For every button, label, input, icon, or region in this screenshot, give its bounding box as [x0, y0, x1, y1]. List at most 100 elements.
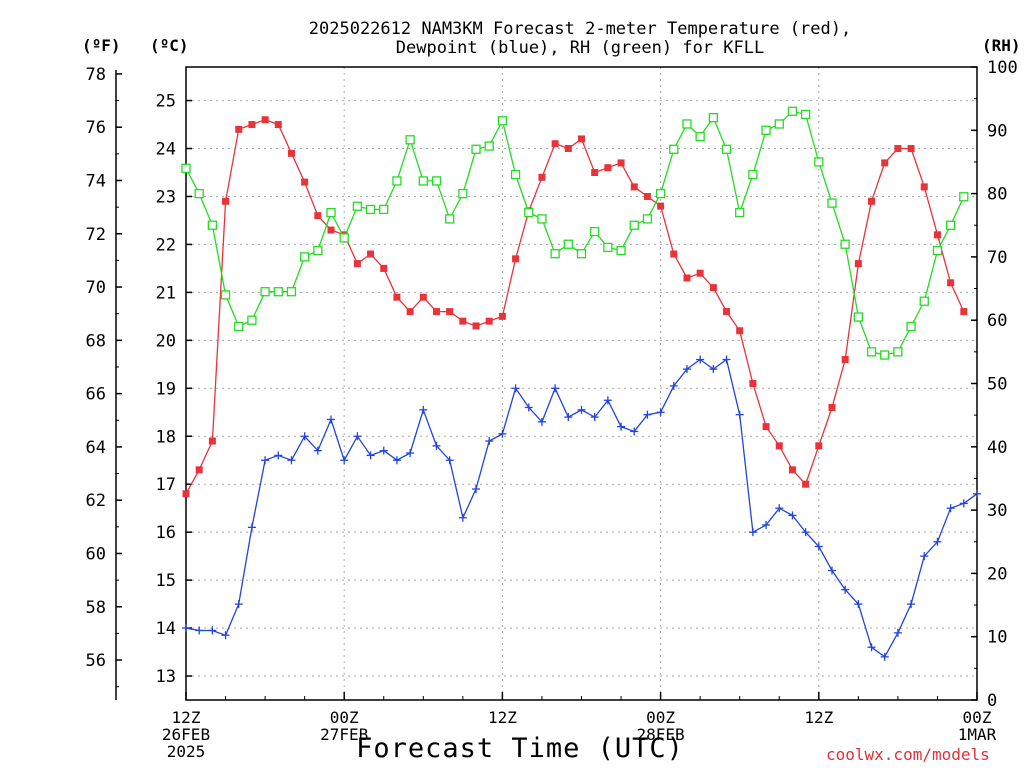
data-point-marker — [669, 381, 678, 390]
data-point-marker — [485, 317, 493, 325]
data-point-marker — [327, 226, 335, 234]
data-point-marker — [722, 355, 731, 364]
x-tick-label: 1MAR — [958, 725, 997, 744]
data-point-marker — [920, 183, 928, 191]
data-point-marker — [643, 410, 652, 419]
chart-title-line-1: 2025022612 NAM3KM Forecast 2-meter Tempe… — [308, 19, 852, 39]
fahrenheit-tick-label: 74 — [86, 171, 106, 191]
rh-tick-label: 10 — [987, 628, 1007, 648]
data-point-marker — [418, 176, 428, 186]
data-point-marker — [748, 169, 758, 180]
data-point-marker — [537, 214, 547, 224]
rh-tick-label: 50 — [987, 375, 1007, 395]
data-point-marker — [946, 504, 955, 513]
data-point-marker — [775, 504, 784, 513]
data-point-marker — [880, 350, 890, 360]
fahrenheit-tick-label: 70 — [86, 278, 106, 298]
data-point-marker — [379, 446, 388, 455]
data-point-marker — [446, 308, 454, 316]
celsius-tick-label: 21 — [156, 283, 176, 303]
data-point-marker — [867, 643, 876, 652]
data-point-marker — [472, 322, 480, 330]
data-point-marker — [893, 347, 903, 357]
fahrenheit-tick-label: 68 — [86, 331, 106, 351]
celsius-tick-label: 23 — [156, 187, 176, 207]
celsius-tick-label: 13 — [156, 667, 176, 687]
series-line — [185, 119, 965, 495]
data-point-marker — [841, 356, 849, 364]
rh-tick-label: 100 — [987, 58, 1018, 78]
data-point-marker — [655, 188, 666, 199]
data-point-marker — [669, 144, 679, 154]
data-point-marker — [682, 119, 692, 129]
data-point-marker — [762, 520, 771, 529]
data-point-marker — [736, 327, 744, 335]
data-point-marker — [181, 163, 191, 173]
data-point-marker — [406, 308, 414, 316]
rh-tick-label: 20 — [987, 564, 1007, 584]
rh-tick-label: 30 — [987, 501, 1007, 521]
data-point-marker — [907, 600, 916, 609]
data-point-marker — [419, 405, 428, 414]
series-layer — [181, 106, 981, 661]
celsius-tick-label: 16 — [156, 523, 176, 543]
data-point-marker — [630, 427, 639, 436]
data-point-marker — [880, 652, 889, 661]
data-point-marker — [286, 287, 297, 297]
data-point-marker — [432, 441, 441, 450]
data-point-marker — [300, 432, 309, 441]
data-point-marker — [273, 287, 283, 297]
data-point-marker — [510, 169, 521, 180]
data-point-marker — [801, 528, 810, 537]
data-point-marker — [445, 456, 454, 465]
data-point-marker — [682, 365, 691, 374]
data-point-marker — [642, 214, 653, 224]
data-point-marker — [814, 157, 824, 167]
x-tick-label: 12Z — [804, 708, 833, 727]
data-point-marker — [221, 631, 230, 640]
data-point-marker — [313, 446, 322, 455]
x-axis-title: Forecast Time (UTC) — [356, 733, 684, 764]
data-point-marker — [787, 106, 798, 116]
data-point-marker — [696, 355, 705, 364]
data-point-marker — [920, 552, 929, 561]
celsius-tick-label: 15 — [156, 571, 176, 591]
data-point-marker — [314, 212, 322, 220]
data-point-marker — [406, 449, 415, 458]
data-point-marker — [458, 188, 468, 199]
data-point-marker — [906, 321, 916, 332]
data-point-marker — [617, 422, 626, 431]
data-point-marker — [815, 442, 823, 450]
data-point-marker — [788, 511, 797, 520]
data-point-marker — [235, 125, 243, 133]
data-point-marker — [907, 145, 915, 153]
data-point-marker — [367, 250, 375, 258]
data-point-marker — [182, 624, 190, 633]
data-point-marker — [774, 119, 784, 129]
data-point-marker — [761, 125, 771, 135]
data-point-marker — [511, 384, 520, 393]
data-point-marker — [352, 201, 363, 211]
data-point-marker — [222, 197, 230, 205]
celsius-tick-label: 17 — [156, 475, 176, 495]
data-point-marker — [947, 279, 955, 287]
data-point-marker — [933, 537, 942, 546]
data-point-marker — [551, 384, 560, 393]
data-point-marker — [577, 405, 586, 414]
data-point-marker — [234, 600, 243, 609]
x-tick-label: 00Z — [330, 708, 359, 727]
data-point-marker — [550, 249, 560, 259]
fahrenheit-axis-unit: (ºF) — [82, 36, 121, 55]
data-point-marker — [327, 415, 336, 424]
data-point-marker — [458, 513, 467, 522]
data-point-marker — [472, 485, 481, 493]
credit-text: coolwx.com/models — [826, 745, 990, 764]
data-point-marker — [365, 204, 376, 215]
chart-title-line-2: Dewpoint (blue), RH (green) for KFLL — [395, 38, 765, 58]
data-point-marker — [208, 626, 217, 635]
data-point-marker — [445, 214, 455, 224]
data-point-marker — [814, 542, 823, 551]
data-point-marker — [616, 245, 626, 256]
data-point-marker — [578, 135, 585, 143]
